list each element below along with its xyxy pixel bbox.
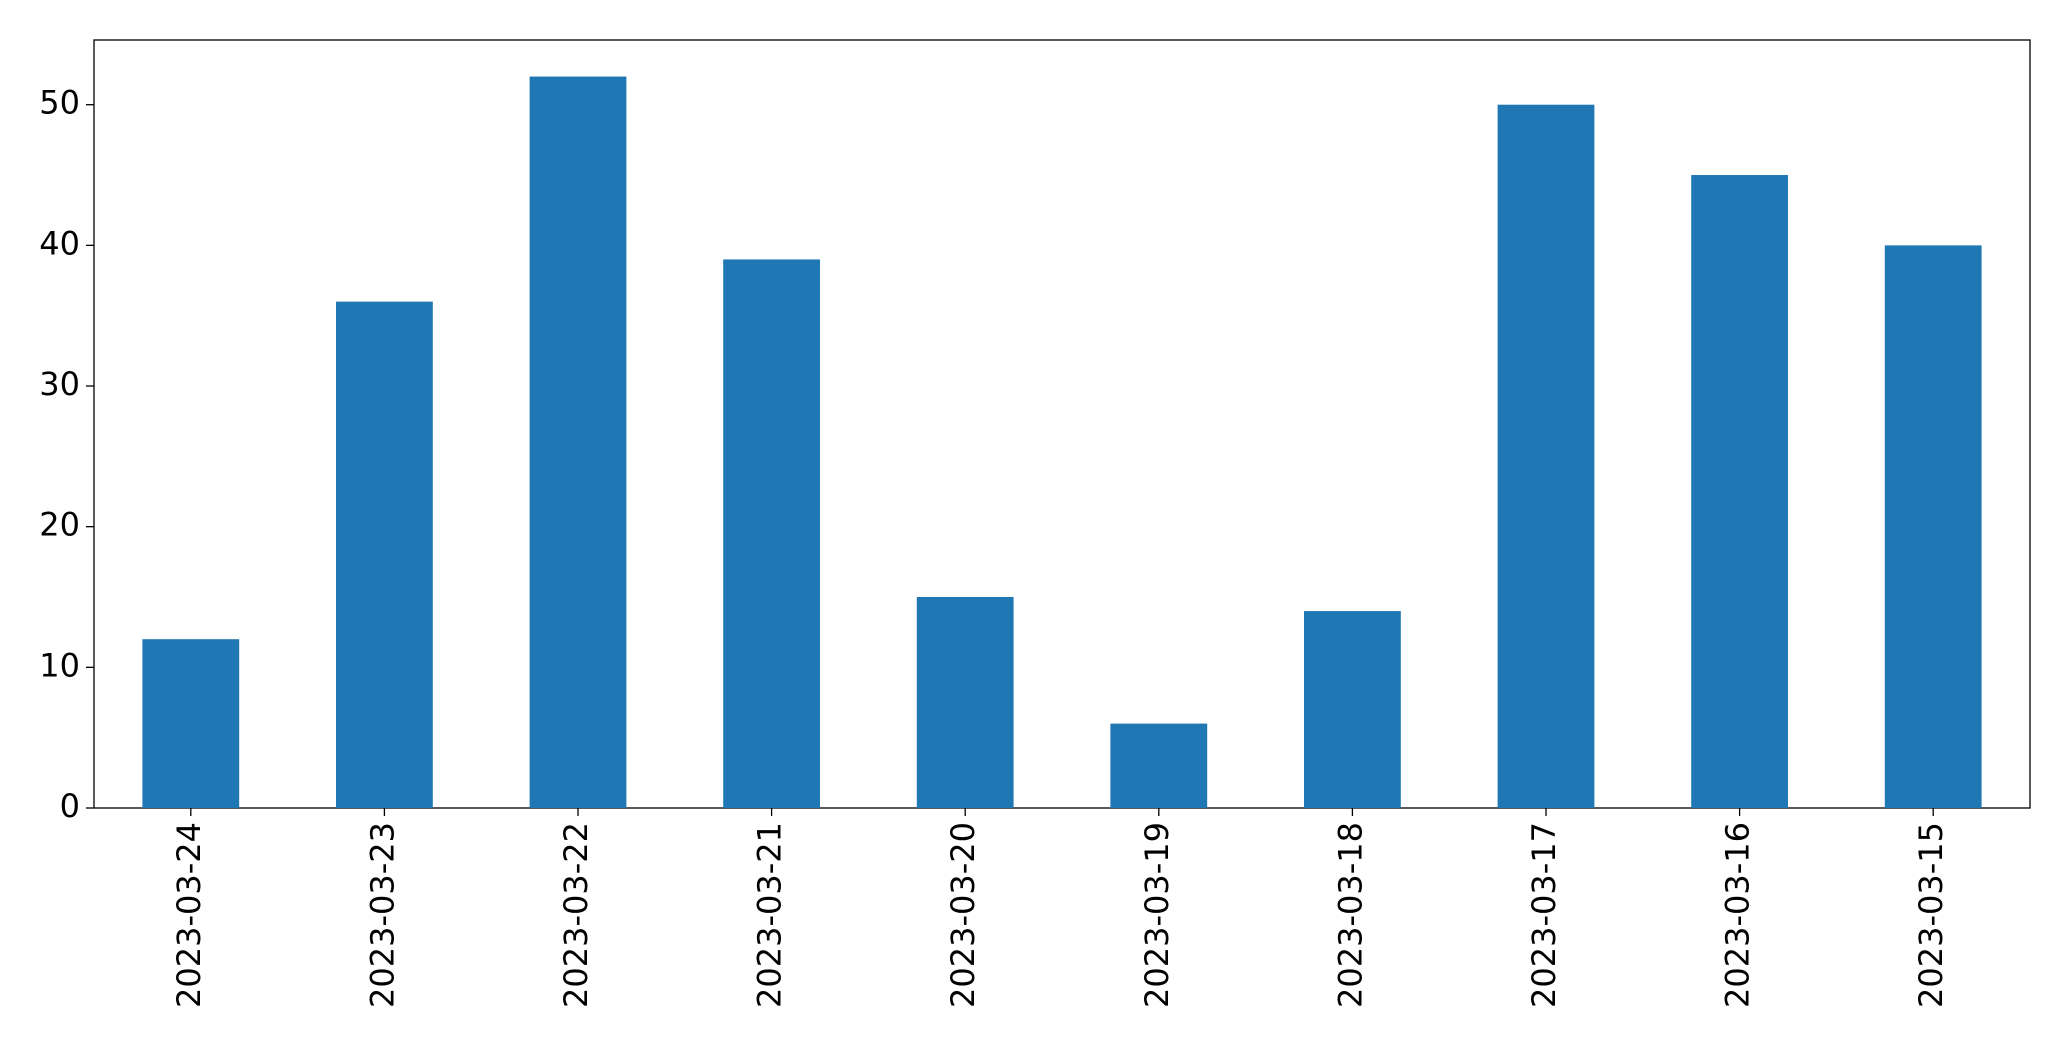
y-tick-label: 50 [39,84,80,122]
x-tick-label: 2023-03-22 [557,822,595,1008]
y-tick-label: 10 [39,646,80,684]
bar [336,301,433,808]
x-tick-label: 2023-03-15 [1912,822,1950,1008]
x-tick-label: 2023-03-16 [1719,822,1757,1008]
plot-frame [93,39,2031,809]
x-tick-label: 2023-03-20 [944,822,982,1008]
bar [529,76,627,809]
bar [1497,104,1595,808]
x-tick-label: 2023-03-17 [1525,822,1563,1008]
x-tick-label: 2023-03-23 [363,822,401,1008]
bar [1884,245,1982,808]
bar [1691,175,1788,809]
x-tick-label: 2023-03-18 [1331,822,1369,1008]
y-tick-label: 30 [39,365,80,403]
x-tick-label: 2023-03-21 [751,822,789,1008]
y-tick-label: 20 [39,506,80,544]
bar [723,259,820,808]
bar [1110,723,1208,808]
bar [142,639,240,808]
y-tick-label: 0 [60,787,80,825]
bar [1304,611,1401,808]
x-tick-label: 2023-03-19 [1138,822,1176,1008]
x-tick-label: 2023-03-24 [170,822,208,1008]
y-tick-label: 40 [39,224,80,262]
bar [916,597,1014,808]
